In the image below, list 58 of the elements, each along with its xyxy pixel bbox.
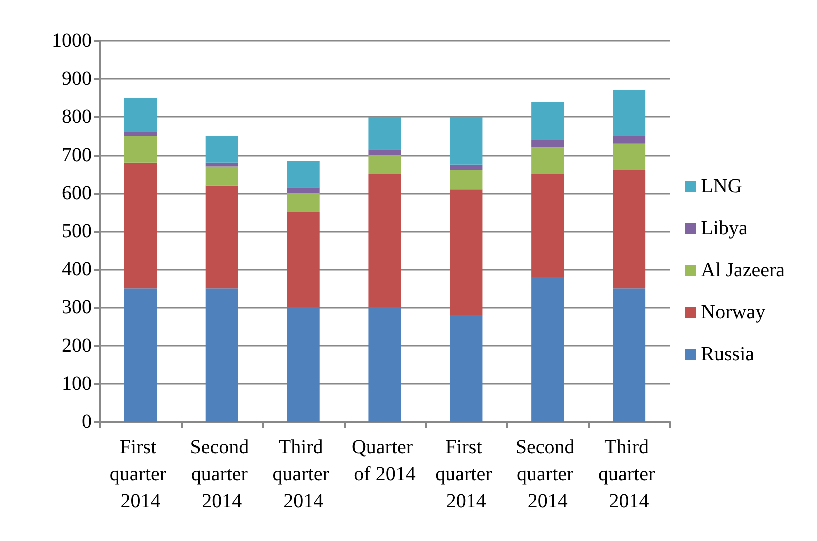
bar xyxy=(368,308,402,422)
bar xyxy=(368,155,402,174)
legend-label: Norway xyxy=(701,302,766,324)
bar xyxy=(124,132,157,136)
bar xyxy=(124,162,157,289)
bar xyxy=(287,193,320,212)
bar xyxy=(124,288,157,422)
bar xyxy=(287,188,320,194)
legend-label: Libya xyxy=(701,218,748,240)
x-tick-label: First quarter 2014 xyxy=(436,436,498,512)
bar xyxy=(613,136,646,144)
y-tick-label: 700 xyxy=(62,144,92,166)
legend-label: Russia xyxy=(701,344,755,366)
x-tick-label: Second quarter 2014 xyxy=(516,436,580,512)
y-tick-label: 600 xyxy=(62,182,92,204)
bar xyxy=(206,166,238,186)
x-tick-label: First quarter 2014 xyxy=(110,436,172,512)
bar xyxy=(450,315,483,422)
bar xyxy=(450,170,483,190)
y-tick-label: 1000 xyxy=(52,30,92,52)
bar xyxy=(287,161,320,188)
bar xyxy=(206,136,238,163)
bar xyxy=(532,174,564,278)
bar xyxy=(532,148,564,174)
bar xyxy=(613,90,646,136)
legend-label: Al Jazeera xyxy=(701,260,786,282)
bar xyxy=(368,117,402,150)
bar xyxy=(532,277,564,422)
bar xyxy=(450,190,483,316)
x-tick-label: Quarter of 2014 xyxy=(352,436,418,486)
bar xyxy=(368,150,402,156)
bar xyxy=(206,162,238,167)
y-tick-label: 900 xyxy=(62,68,92,90)
bar xyxy=(532,102,564,140)
bar xyxy=(613,288,646,422)
y-tick-label: 200 xyxy=(62,334,92,357)
bar xyxy=(287,308,320,422)
x-tick-label: Second quarter 2014 xyxy=(190,436,254,512)
bar xyxy=(124,136,157,163)
bar xyxy=(368,174,402,308)
y-tick-label: 0 xyxy=(82,411,92,433)
legend-label: LNG xyxy=(701,176,742,198)
bar xyxy=(613,170,646,289)
bar xyxy=(124,98,157,132)
y-tick-label: 100 xyxy=(62,372,92,395)
bar xyxy=(206,186,238,289)
bar xyxy=(287,212,320,308)
bar xyxy=(450,117,483,165)
x-tick-label: Third quarter 2014 xyxy=(272,436,334,512)
x-tick-label: Third quarter 2014 xyxy=(598,436,660,512)
bar xyxy=(206,288,238,422)
y-tick-label: 500 xyxy=(62,220,92,242)
y-tick-label: 300 xyxy=(62,296,92,319)
y-tick-label: 800 xyxy=(62,106,92,128)
bar xyxy=(450,164,483,171)
y-tick-label: 400 xyxy=(62,258,92,281)
bar xyxy=(613,144,646,171)
bar xyxy=(532,140,564,148)
